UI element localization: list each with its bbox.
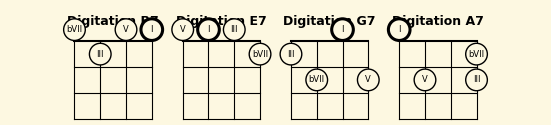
Text: V: V — [422, 75, 428, 84]
Circle shape — [198, 19, 219, 40]
Circle shape — [466, 69, 487, 91]
Circle shape — [172, 19, 193, 40]
Circle shape — [89, 43, 111, 65]
Circle shape — [224, 19, 245, 40]
Text: bVII: bVII — [252, 50, 268, 59]
Circle shape — [332, 19, 353, 40]
Text: Digitation G7: Digitation G7 — [283, 15, 376, 28]
Text: III: III — [230, 25, 238, 34]
Circle shape — [141, 19, 163, 40]
Text: bVII: bVII — [309, 75, 325, 84]
Circle shape — [466, 43, 487, 65]
Text: I: I — [341, 25, 344, 34]
Text: III: III — [96, 50, 104, 59]
Text: bVII: bVII — [67, 25, 83, 34]
Text: Digitation A7: Digitation A7 — [392, 15, 484, 28]
Circle shape — [388, 19, 410, 40]
Circle shape — [414, 69, 436, 91]
Text: I: I — [207, 25, 210, 34]
Circle shape — [306, 69, 327, 91]
Text: Digitation E7: Digitation E7 — [176, 15, 267, 28]
Circle shape — [249, 43, 271, 65]
Text: I: I — [398, 25, 401, 34]
Text: V: V — [123, 25, 129, 34]
Circle shape — [280, 43, 302, 65]
Text: III: III — [287, 50, 295, 59]
Text: V: V — [365, 75, 371, 84]
Text: bVII: bVII — [468, 50, 484, 59]
Circle shape — [358, 69, 379, 91]
Circle shape — [64, 19, 85, 40]
Text: III: III — [473, 75, 480, 84]
Text: Digitation B7: Digitation B7 — [67, 15, 159, 28]
Circle shape — [115, 19, 137, 40]
Text: I: I — [150, 25, 153, 34]
Text: V: V — [180, 25, 186, 34]
